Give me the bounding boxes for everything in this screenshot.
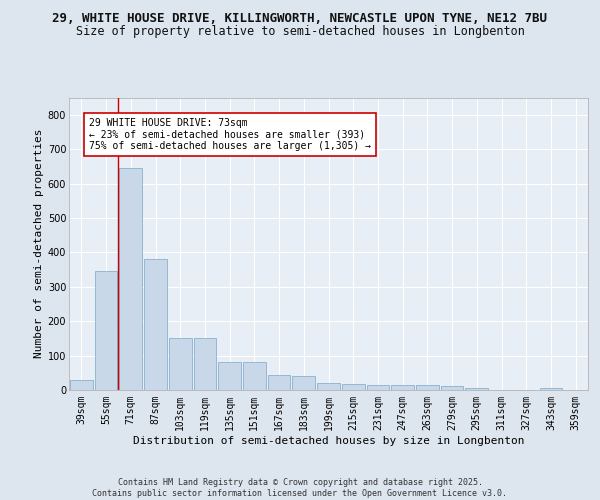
Bar [539, 388, 562, 390]
Bar [268, 374, 290, 390]
Text: 29, WHITE HOUSE DRIVE, KILLINGWORTH, NEWCASTLE UPON TYNE, NE12 7BU: 29, WHITE HOUSE DRIVE, KILLINGWORTH, NEW… [53, 12, 548, 26]
Text: Contains HM Land Registry data © Crown copyright and database right 2025.
Contai: Contains HM Land Registry data © Crown c… [92, 478, 508, 498]
Bar [292, 376, 315, 390]
Bar [95, 272, 118, 390]
Bar [194, 338, 216, 390]
Bar [317, 383, 340, 390]
Bar [441, 386, 463, 390]
Bar [218, 362, 241, 390]
Text: Size of property relative to semi-detached houses in Longbenton: Size of property relative to semi-detach… [76, 25, 524, 38]
Bar [391, 385, 414, 390]
X-axis label: Distribution of semi-detached houses by size in Longbenton: Distribution of semi-detached houses by … [133, 436, 524, 446]
Bar [119, 168, 142, 390]
Bar [243, 362, 266, 390]
Bar [416, 385, 439, 390]
Text: 29 WHITE HOUSE DRIVE: 73sqm
← 23% of semi-detached houses are smaller (393)
75% : 29 WHITE HOUSE DRIVE: 73sqm ← 23% of sem… [89, 118, 371, 152]
Bar [70, 380, 93, 390]
Bar [342, 384, 365, 390]
Bar [169, 338, 191, 390]
Bar [367, 385, 389, 390]
Bar [466, 388, 488, 390]
Bar [144, 259, 167, 390]
Y-axis label: Number of semi-detached properties: Number of semi-detached properties [34, 129, 44, 358]
